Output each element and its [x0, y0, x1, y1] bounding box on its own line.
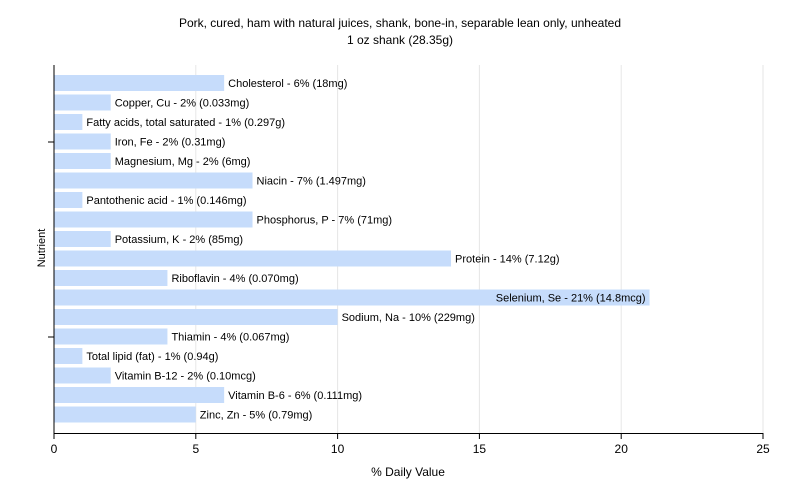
- bar-label-17: Zinc, Zn - 5% (0.79mg): [200, 410, 312, 422]
- bar-label-15: Vitamin B-12 - 2% (0.10mcg): [115, 371, 256, 383]
- grid-lines: [195, 65, 764, 433]
- bar-label-3: Iron, Fe - 2% (0.31mg): [115, 137, 226, 149]
- x-tick-label-3: 15: [473, 442, 487, 456]
- bar-6: [54, 192, 83, 208]
- bar-3: [54, 133, 111, 150]
- bar-label-10: Riboflavin - 4% (0.070mg): [171, 273, 298, 285]
- bar-2: [54, 114, 83, 130]
- bar-14: [54, 348, 83, 364]
- bar-label-2: Fatty acids, total saturated - 1% (0.297…: [86, 117, 285, 129]
- bar-7: [54, 211, 253, 228]
- bar-label-5: Niacin - 7% (1.497mg): [257, 176, 366, 188]
- bar-15: [54, 367, 111, 384]
- y-axis-label: Nutrient: [36, 229, 48, 268]
- bar-5: [54, 172, 253, 189]
- bar-17: [54, 406, 196, 423]
- bar-8: [54, 231, 111, 247]
- bar-16: [54, 387, 225, 403]
- chart-title: Pork, cured, ham with natural juices, sh…: [179, 16, 621, 30]
- bar-12: [54, 309, 338, 325]
- bar-label-11: Selenium, Se - 21% (14.8mcg): [496, 293, 646, 305]
- bar-label-7: Phosphorus, P - 7% (71mg): [257, 215, 393, 227]
- bar-label-1: Copper, Cu - 2% (0.033mg): [115, 98, 250, 110]
- x-tick-label-5: 25: [756, 442, 770, 456]
- bar-label-13: Thiamin - 4% (0.067mg): [171, 332, 289, 344]
- bar-label-12: Sodium, Na - 10% (229mg): [342, 312, 475, 324]
- bar-4: [54, 153, 111, 169]
- bar-1: [54, 94, 111, 111]
- bar-11: [54, 289, 650, 306]
- bars: Cholesterol - 6% (18mg) Copper, Cu - 2% (…: [54, 75, 650, 423]
- x-tick-label-1: 5: [192, 442, 199, 456]
- bar-0: [54, 75, 225, 91]
- x-tick-label-0: 0: [51, 442, 58, 456]
- chart-subtitle: 1 oz shank (28.35g): [347, 33, 453, 47]
- x-tick-label-2: 10: [331, 442, 345, 456]
- bar-label-6: Pantothenic acid - 1% (0.146mg): [86, 195, 246, 207]
- bar-label-16: Vitamin B-6 - 6% (0.111mg): [228, 390, 362, 402]
- axes: 0 5 10 15 20 25: [48, 65, 770, 456]
- bar-label-4: Magnesium, Mg - 2% (6mg): [115, 156, 251, 168]
- x-axis-label: % Daily Value: [371, 465, 445, 479]
- bar-label-8: Potassium, K - 2% (85mg): [115, 234, 243, 246]
- bar-label-0: Cholesterol - 6% (18mg): [228, 78, 347, 90]
- bar-13: [54, 328, 168, 345]
- x-tick-label-4: 20: [615, 442, 629, 456]
- bar-label-9: Protein - 14% (7.12g): [455, 254, 560, 266]
- bar-9: [54, 250, 452, 267]
- bar-label-14: Total lipid (fat) - 1% (0.94g): [86, 351, 218, 363]
- bar-10: [54, 270, 168, 286]
